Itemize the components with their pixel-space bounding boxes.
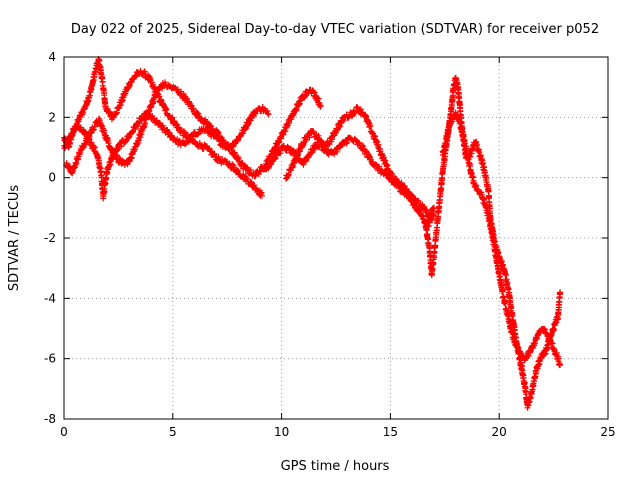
- y-tick-label: -2: [44, 231, 56, 245]
- x-axis-title: GPS time / hours: [281, 459, 390, 474]
- series-track-g-markers: [439, 109, 564, 369]
- y-axis-title: SDTVAR / TECUs: [7, 185, 22, 292]
- x-tick-label: 5: [169, 425, 177, 439]
- x-tick-label: 15: [383, 425, 398, 439]
- y-tick-label: 4: [48, 50, 56, 64]
- axis-ticks: 0 5 10 15 20 25 -8 -6 -4 -2 0 2 4: [44, 50, 616, 439]
- y-tick-label: -8: [44, 412, 56, 426]
- y-tick-label: 2: [48, 110, 56, 124]
- series-track-e-markers: [283, 104, 437, 220]
- x-tick-label: 20: [492, 425, 507, 439]
- x-tick-label: 10: [274, 425, 289, 439]
- y-tick-label: -4: [44, 291, 56, 305]
- chart-title: Day 022 of 2025, Sidereal Day-to-day VTE…: [71, 22, 599, 37]
- series-track-d-markers: [261, 134, 437, 230]
- data-points: [61, 56, 564, 411]
- y-tick-label: 0: [48, 171, 56, 185]
- x-tick-label: 0: [60, 425, 68, 439]
- y-tick-label: -6: [44, 352, 56, 366]
- x-tick-label: 25: [600, 425, 615, 439]
- series-track-c-markers: [63, 79, 324, 180]
